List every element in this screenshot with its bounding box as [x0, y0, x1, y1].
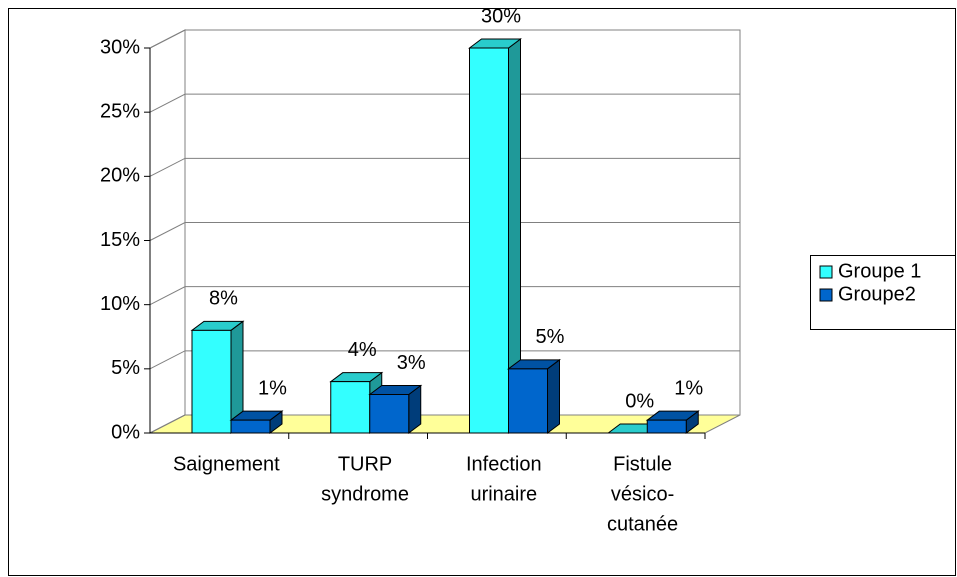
- legend-label: Groupe 1: [838, 260, 921, 282]
- bar-front: [230, 419, 271, 434]
- bar: [645, 410, 700, 434]
- bar-front: [191, 329, 232, 434]
- bar-front: [369, 394, 410, 434]
- x-tick-label: Infection: [466, 453, 542, 475]
- x-tick-label: Fistule: [613, 453, 672, 475]
- y-tick-label: 0%: [111, 421, 140, 443]
- bar-side: [547, 358, 560, 434]
- bar-front: [330, 381, 371, 434]
- y-tick-label: 25%: [100, 100, 140, 122]
- data-label: 1%: [674, 377, 703, 399]
- legend-swatch: [819, 265, 833, 279]
- data-label: 1%: [258, 377, 287, 399]
- y-tick-label: 5%: [111, 357, 140, 379]
- legend-swatch: [819, 288, 833, 302]
- y-tick-label: 10%: [100, 293, 140, 315]
- x-tick-label: urinaire: [470, 483, 537, 505]
- bar: [190, 320, 245, 434]
- bar: [468, 38, 522, 434]
- y-tick-label: 20%: [100, 165, 140, 187]
- grid-line: [149, 286, 740, 306]
- x-tick-label: TURP: [338, 453, 392, 475]
- grid-line: [149, 93, 740, 113]
- grid-line: [149, 157, 740, 177]
- x-tick-label: Saignement: [173, 453, 280, 475]
- legend-label: Groupe2: [838, 283, 916, 305]
- grid-line: [149, 350, 740, 370]
- bar-front: [508, 368, 548, 434]
- legend-box: [810, 255, 956, 330]
- bar-front: [646, 419, 687, 434]
- bar-front: [469, 47, 509, 434]
- data-label: 4%: [348, 339, 377, 361]
- bar: [229, 410, 284, 434]
- data-label: 0%: [625, 390, 654, 412]
- x-tick-label: vésico-: [611, 483, 674, 505]
- x-tick-label: cutanée: [607, 513, 678, 535]
- data-label: 30%: [481, 5, 521, 27]
- data-label: 8%: [209, 288, 238, 310]
- y-tick-label: 30%: [100, 36, 140, 58]
- y-tick-label: 15%: [100, 229, 140, 251]
- bar: [368, 384, 423, 434]
- data-label: 3%: [397, 352, 426, 374]
- grid-line: [149, 222, 740, 241]
- bar: [507, 358, 561, 434]
- grid-line: [149, 29, 740, 49]
- x-tick-label: syndrome: [321, 483, 409, 505]
- data-label: 5%: [536, 326, 565, 348]
